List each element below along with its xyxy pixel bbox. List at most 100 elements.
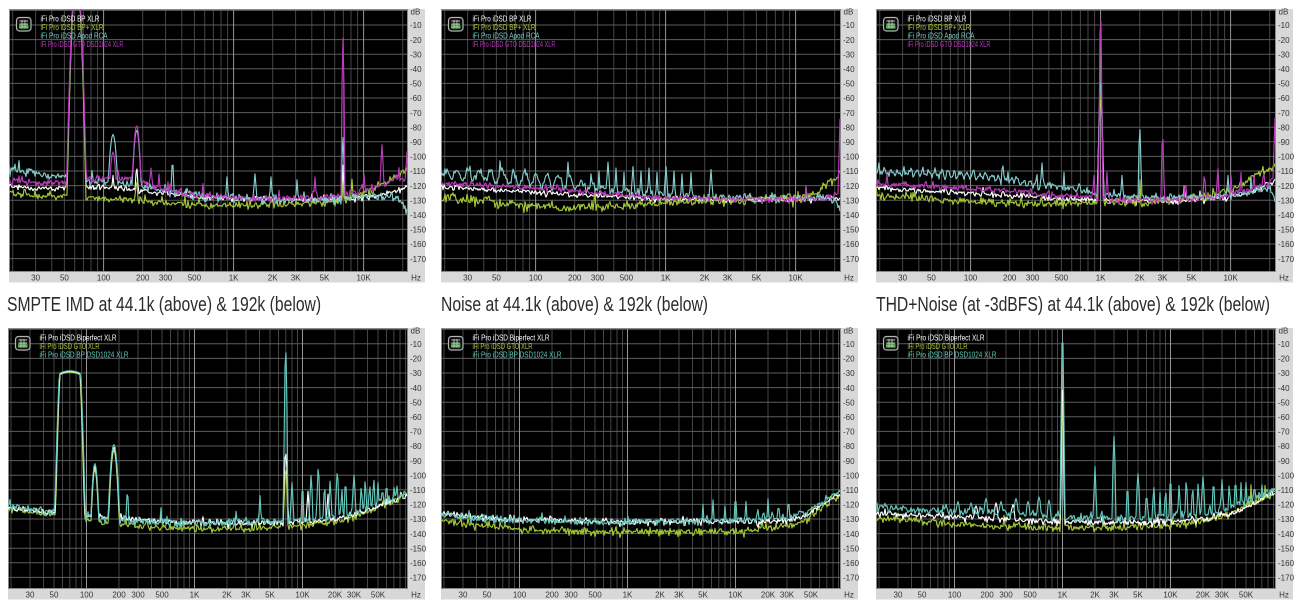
svg-text:-110: -110 bbox=[410, 486, 426, 495]
svg-text:-80: -80 bbox=[1278, 123, 1290, 132]
svg-text:iFi Pro iDSD BP XLR: iFi Pro iDSD BP XLR bbox=[41, 15, 100, 24]
svg-text:20K: 20K bbox=[761, 591, 776, 600]
svg-text:2K: 2K bbox=[268, 274, 278, 283]
svg-text:-70: -70 bbox=[1278, 109, 1290, 118]
svg-text:iFi Pro iDSD BP+ XLR: iFi Pro iDSD BP+ XLR bbox=[908, 23, 971, 32]
svg-text:200: 200 bbox=[545, 591, 559, 600]
svg-text:10K: 10K bbox=[1163, 591, 1178, 600]
svg-text:dB: dB bbox=[1279, 8, 1289, 17]
svg-text:-150: -150 bbox=[843, 544, 860, 553]
svg-text:1K: 1K bbox=[1096, 274, 1106, 283]
svg-text:-60: -60 bbox=[843, 413, 855, 422]
svg-text:2K: 2K bbox=[1135, 274, 1145, 283]
svg-text:-90: -90 bbox=[1278, 138, 1290, 147]
svg-text:-20: -20 bbox=[1278, 36, 1290, 45]
svg-text:-150: -150 bbox=[1278, 226, 1295, 235]
svg-text:5K: 5K bbox=[265, 591, 275, 600]
svg-text:-100: -100 bbox=[843, 153, 860, 162]
svg-text:-90: -90 bbox=[843, 457, 855, 466]
svg-text:50K: 50K bbox=[1239, 591, 1254, 600]
svg-text:iFi Pro iDSD GTO XLR: iFi Pro iDSD GTO XLR bbox=[473, 342, 533, 351]
svg-text:-30: -30 bbox=[1278, 369, 1290, 378]
svg-text:-70: -70 bbox=[410, 428, 422, 437]
svg-text:-60: -60 bbox=[410, 413, 422, 422]
svg-text:50: 50 bbox=[492, 274, 501, 283]
svg-text:-160: -160 bbox=[1278, 559, 1295, 568]
svg-text:-100: -100 bbox=[1278, 471, 1295, 480]
svg-text:-160: -160 bbox=[843, 559, 860, 568]
svg-text:500: 500 bbox=[588, 591, 602, 600]
svg-text:-130: -130 bbox=[410, 196, 427, 205]
svg-text:-140: -140 bbox=[843, 211, 860, 220]
svg-text:-60: -60 bbox=[1278, 94, 1290, 103]
svg-text:Hz: Hz bbox=[411, 274, 421, 283]
svg-text:50: 50 bbox=[927, 274, 936, 283]
svg-text:-90: -90 bbox=[410, 138, 422, 147]
svg-text:-10: -10 bbox=[410, 21, 422, 30]
svg-text:iFi Pro iDSD GTO XLR: iFi Pro iDSD GTO XLR bbox=[908, 342, 968, 351]
svg-text:100: 100 bbox=[964, 274, 978, 283]
svg-text:-10: -10 bbox=[1278, 21, 1290, 30]
svg-text:-10: -10 bbox=[843, 340, 855, 349]
svg-text:-80: -80 bbox=[410, 123, 422, 132]
svg-text:300: 300 bbox=[591, 274, 605, 283]
svg-text:5K: 5K bbox=[1187, 274, 1197, 283]
svg-text:300: 300 bbox=[564, 591, 578, 600]
svg-text:-100: -100 bbox=[410, 153, 427, 162]
svg-text:50: 50 bbox=[918, 591, 927, 600]
svg-text:-130: -130 bbox=[1278, 515, 1295, 524]
svg-text:50: 50 bbox=[50, 591, 59, 600]
svg-text:iFi Pro iDSD BP XLR: iFi Pro iDSD BP XLR bbox=[473, 15, 532, 24]
svg-text:-40: -40 bbox=[1278, 384, 1290, 393]
svg-text:iFi Pro iDSD BP DSD1024 XLR: iFi Pro iDSD BP DSD1024 XLR bbox=[40, 350, 129, 359]
svg-text:3K: 3K bbox=[241, 591, 251, 600]
svg-text:-80: -80 bbox=[843, 123, 855, 132]
svg-text:200: 200 bbox=[1003, 274, 1017, 283]
svg-text:-130: -130 bbox=[843, 515, 860, 524]
svg-text:10K: 10K bbox=[1223, 274, 1238, 283]
svg-text:-150: -150 bbox=[410, 544, 427, 553]
svg-text:300: 300 bbox=[1026, 274, 1040, 283]
svg-text:dB: dB bbox=[844, 8, 854, 17]
svg-text:Hz: Hz bbox=[1279, 274, 1289, 283]
svg-text:-60: -60 bbox=[410, 94, 422, 103]
svg-text:iFi Pro iDSD Apod RCA: iFi Pro iDSD Apod RCA bbox=[908, 31, 976, 40]
svg-text:1K: 1K bbox=[661, 274, 671, 283]
svg-text:20K: 20K bbox=[1196, 591, 1211, 600]
svg-text:-70: -70 bbox=[410, 109, 422, 118]
svg-text:-60: -60 bbox=[1278, 413, 1290, 422]
svg-text:2K: 2K bbox=[1090, 591, 1100, 600]
svg-text:-170: -170 bbox=[843, 574, 860, 583]
svg-text:-50: -50 bbox=[843, 398, 855, 407]
svg-text:-150: -150 bbox=[1278, 544, 1295, 553]
svg-text:50K: 50K bbox=[371, 591, 386, 600]
svg-text:-90: -90 bbox=[410, 457, 422, 466]
svg-text:200: 200 bbox=[980, 591, 994, 600]
svg-text:3K: 3K bbox=[723, 274, 733, 283]
svg-text:dB: dB bbox=[411, 327, 421, 336]
svg-text:-20: -20 bbox=[1278, 355, 1290, 364]
svg-text:-90: -90 bbox=[843, 138, 855, 147]
svg-text:500: 500 bbox=[620, 274, 634, 283]
svg-text:-170: -170 bbox=[410, 255, 427, 264]
svg-text:-120: -120 bbox=[1278, 182, 1295, 191]
svg-text:-110: -110 bbox=[1278, 486, 1294, 495]
svg-text:-130: -130 bbox=[1278, 196, 1295, 205]
svg-text:30K: 30K bbox=[780, 591, 795, 600]
svg-text:-140: -140 bbox=[410, 211, 427, 220]
svg-text:-50: -50 bbox=[1278, 80, 1290, 89]
svg-text:2K: 2K bbox=[222, 591, 232, 600]
svg-text:Hz: Hz bbox=[1279, 591, 1289, 600]
svg-text:-40: -40 bbox=[410, 65, 422, 74]
svg-text:-160: -160 bbox=[1278, 240, 1295, 249]
svg-text:-80: -80 bbox=[410, 442, 422, 451]
svg-text:iFi Pro iDSD BP DSD1024 XLR: iFi Pro iDSD BP DSD1024 XLR bbox=[473, 350, 562, 359]
svg-text:-10: -10 bbox=[1278, 340, 1290, 349]
svg-text:Hz: Hz bbox=[411, 591, 421, 600]
svg-text:-40: -40 bbox=[1278, 65, 1290, 74]
svg-text:-40: -40 bbox=[410, 384, 422, 393]
svg-text:100: 100 bbox=[513, 591, 527, 600]
svg-text:-100: -100 bbox=[1278, 153, 1295, 162]
svg-text:50: 50 bbox=[60, 274, 69, 283]
svg-text:iFi Pro iDSD BP XLR: iFi Pro iDSD BP XLR bbox=[908, 15, 967, 24]
